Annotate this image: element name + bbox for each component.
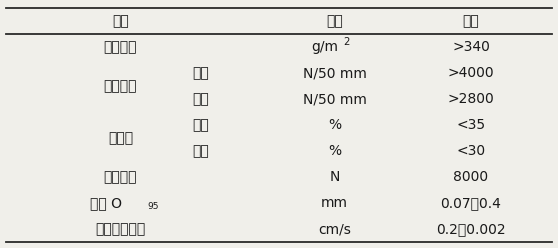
- Text: 项目: 项目: [112, 14, 129, 28]
- Text: 0.07～0.4: 0.07～0.4: [441, 196, 502, 210]
- Text: 0.2～0.002: 0.2～0.002: [436, 222, 506, 236]
- Text: 单位质量: 单位质量: [104, 40, 137, 54]
- Text: 横向: 横向: [193, 144, 209, 158]
- Text: mm: mm: [321, 196, 348, 210]
- Text: 纵向: 纵向: [193, 118, 209, 132]
- Text: <35: <35: [456, 118, 485, 132]
- Text: 单位: 单位: [326, 14, 343, 28]
- Text: g/m: g/m: [311, 40, 338, 54]
- Text: 抗拉强度: 抗拉强度: [104, 79, 137, 93]
- Text: cm/s: cm/s: [318, 222, 351, 236]
- Text: %: %: [328, 144, 341, 158]
- Text: 顶破强度: 顶破强度: [104, 170, 137, 184]
- Text: >2800: >2800: [448, 92, 494, 106]
- Text: %: %: [328, 118, 341, 132]
- Text: N/50 mm: N/50 mm: [303, 92, 367, 106]
- Text: 8000: 8000: [454, 170, 489, 184]
- Text: <30: <30: [456, 144, 485, 158]
- Text: 指标: 指标: [463, 14, 479, 28]
- Text: 垂直渗透系数: 垂直渗透系数: [95, 222, 146, 236]
- Text: 孔径 O: 孔径 O: [90, 196, 122, 210]
- Text: >340: >340: [452, 40, 490, 54]
- Text: N/50 mm: N/50 mm: [303, 66, 367, 80]
- Text: N: N: [329, 170, 340, 184]
- Text: 横向: 横向: [193, 92, 209, 106]
- Text: 2: 2: [344, 37, 350, 47]
- Text: 延伸率: 延伸率: [108, 131, 133, 145]
- Text: >4000: >4000: [448, 66, 494, 80]
- Text: 纵向: 纵向: [193, 66, 209, 80]
- Text: 95: 95: [147, 202, 158, 211]
